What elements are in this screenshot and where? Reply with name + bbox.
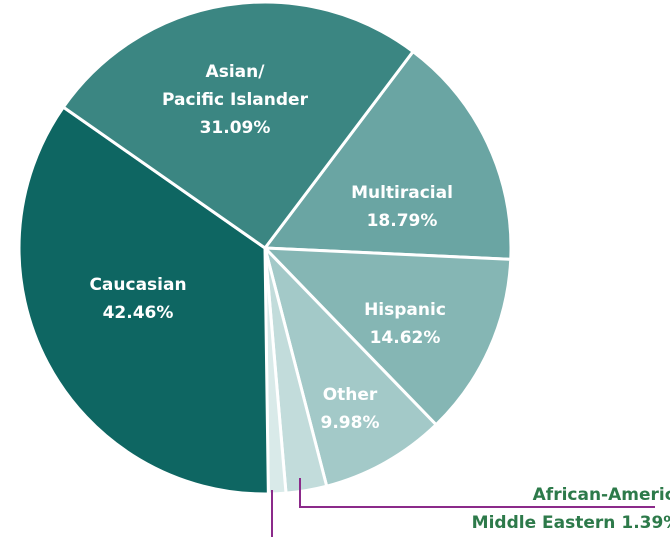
leader-line [299, 478, 655, 508]
slice-label: Caucasian [89, 275, 186, 295]
value-label: 9.98% [321, 413, 380, 433]
value-label: 1.39% [621, 513, 670, 533]
pie-slice [61, 0, 416, 251]
value-label: 18.79% [367, 211, 438, 231]
outside-label: African-American3.25% [533, 485, 670, 505]
slice-label: Asian/Pacific Islander [162, 62, 309, 110]
value-label: 14.62% [370, 328, 441, 348]
pie-slice [17, 105, 270, 496]
category-label: Middle Eastern [472, 513, 616, 533]
value-label: 31.09% [200, 118, 271, 138]
value-label: 42.46% [103, 303, 174, 323]
slice-label: Hispanic [364, 300, 446, 320]
pie-slice [262, 49, 513, 261]
slice-label: Other [323, 385, 378, 405]
slice-label: Multiracial [351, 183, 453, 203]
category-label: African-American [533, 485, 670, 505]
pie-slice [262, 242, 439, 488]
pie-slice [261, 246, 513, 427]
